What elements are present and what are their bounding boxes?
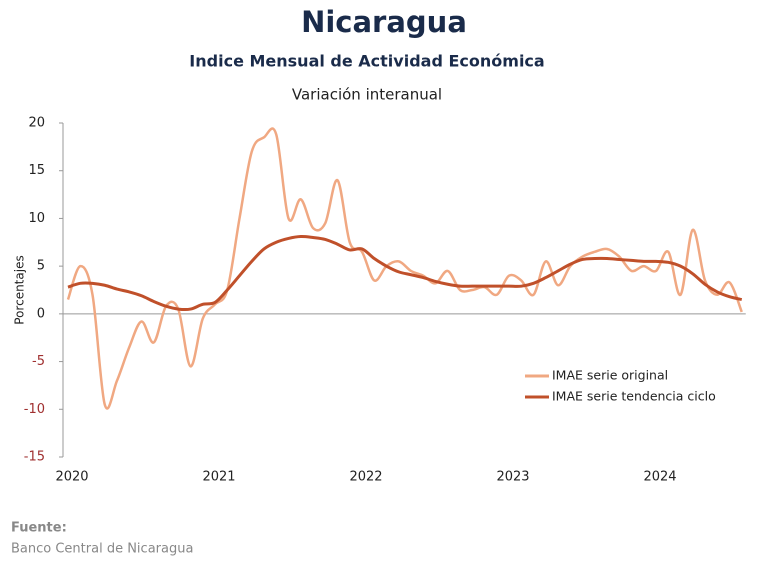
legend-label: IMAE serie tendencia ciclo [552, 389, 716, 404]
y-tick-label: 10 [28, 211, 45, 226]
series-line [66, 127, 743, 410]
source-label: Fuente: [11, 521, 67, 536]
chart-title: Nicaragua [301, 5, 467, 39]
x-tick-label: 2020 [55, 470, 88, 485]
source: Banco Central de Nicaragua [11, 542, 193, 557]
x-tick-label: 2023 [496, 470, 529, 485]
y-tick-label: -10 [24, 402, 45, 417]
y-tick-label: -5 [32, 354, 45, 369]
x-tick-label: 2021 [202, 470, 235, 485]
y-tick-label: -15 [24, 450, 45, 465]
chart-subtitle: Indice Mensual de Actividad Económica [189, 52, 544, 71]
x-tick-label: 2024 [643, 470, 676, 485]
y-tick-label: 0 [37, 306, 45, 321]
chart-subtitle-2: Variación interanual [292, 86, 442, 104]
series-line [67, 235, 743, 312]
legend-label: IMAE serie original [552, 368, 668, 383]
y-tick-label: 5 [37, 259, 45, 274]
x-tick-label: 2022 [349, 470, 382, 485]
y-tick-label: 15 [28, 163, 45, 178]
y-axis-label: Porcentajes [13, 255, 27, 324]
y-tick-label: 20 [28, 116, 45, 131]
